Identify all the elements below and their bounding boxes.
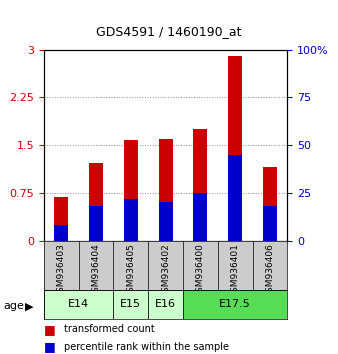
Bar	[183, 290, 287, 319]
Bar	[159, 139, 173, 241]
Bar	[263, 167, 277, 241]
Text: GSM936400: GSM936400	[196, 243, 205, 298]
Bar	[124, 140, 138, 241]
Bar	[89, 163, 103, 241]
Bar	[159, 202, 173, 241]
Bar	[228, 56, 242, 241]
Text: GSM936403: GSM936403	[57, 243, 66, 298]
Text: GDS4591 / 1460190_at: GDS4591 / 1460190_at	[96, 25, 242, 38]
Text: GSM936402: GSM936402	[161, 243, 170, 298]
Text: GSM936405: GSM936405	[126, 243, 135, 298]
Bar	[89, 206, 103, 241]
Text: GSM936404: GSM936404	[92, 243, 101, 298]
Text: ■: ■	[44, 341, 56, 353]
Bar	[54, 225, 68, 241]
Text: E15: E15	[120, 299, 141, 309]
Bar	[54, 198, 68, 241]
Bar	[193, 193, 207, 241]
Bar	[193, 129, 207, 241]
Text: GSM936406: GSM936406	[265, 243, 274, 298]
Text: E14: E14	[68, 299, 89, 309]
Text: E16: E16	[155, 299, 176, 309]
Text: percentile rank within the sample: percentile rank within the sample	[64, 342, 229, 352]
Bar	[228, 155, 242, 241]
Text: E17.5: E17.5	[219, 299, 251, 309]
Bar	[263, 206, 277, 241]
Bar	[148, 290, 183, 319]
Bar	[124, 199, 138, 241]
Text: GSM936401: GSM936401	[231, 243, 240, 298]
Text: transformed count: transformed count	[64, 324, 155, 334]
Bar	[114, 290, 148, 319]
Bar	[44, 290, 114, 319]
Text: ■: ■	[44, 323, 56, 336]
Text: ▶: ▶	[25, 301, 34, 311]
Text: age: age	[3, 301, 24, 311]
